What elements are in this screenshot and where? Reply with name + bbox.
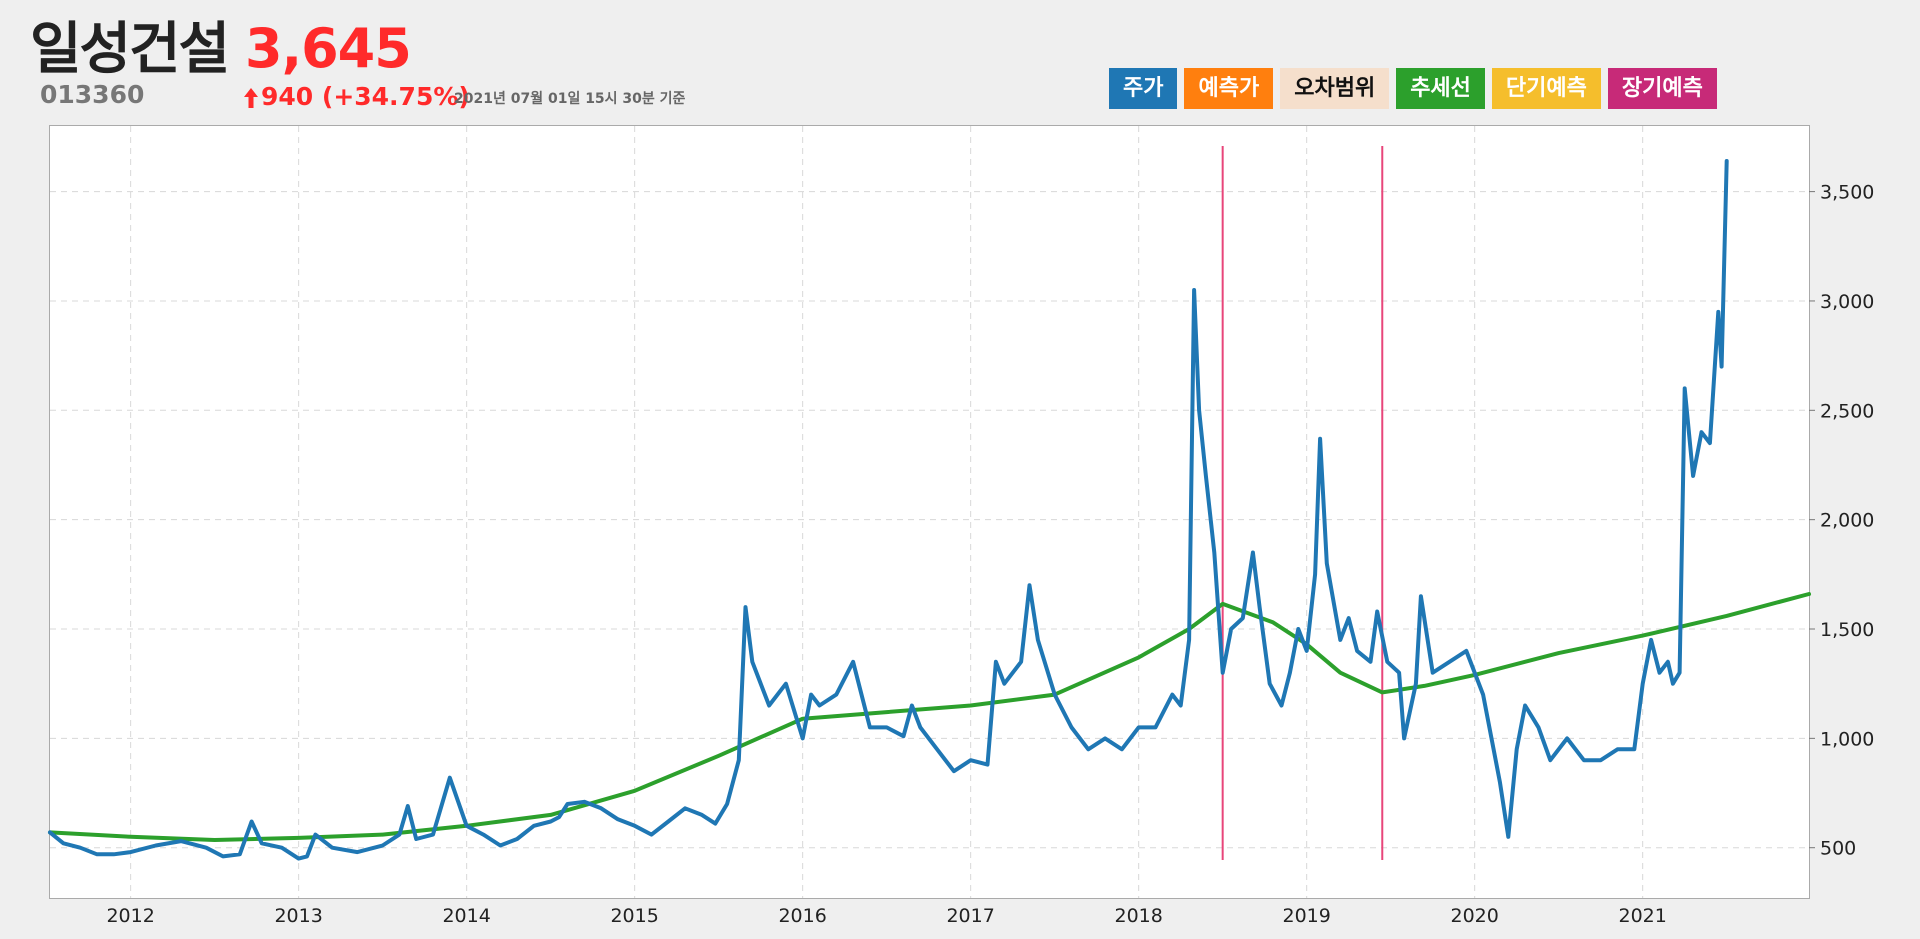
price-line	[48, 159, 1729, 861]
legend-error-range[interactable]: 오차범위	[1280, 68, 1390, 109]
legend-price[interactable]: 주가	[1109, 68, 1178, 109]
legend: 주가 예측가 오차범위 추세선 단기예측 장기예측	[1109, 68, 1717, 109]
stock-name: 일성건설	[30, 17, 230, 82]
timestamp: 2021년 07월 01일 15시 30분 기준	[454, 91, 686, 107]
x-tick-label: 2016	[778, 905, 826, 927]
x-tick-label: 2019	[1282, 905, 1330, 927]
y-tick-label: 3,000	[1820, 291, 1874, 313]
y-tick-label: 2,000	[1820, 510, 1874, 532]
current-price: 3,645	[245, 17, 412, 80]
x-tick-label: 2014	[442, 905, 490, 927]
x-tick-label: 2021	[1618, 905, 1666, 927]
price-change: 940 (+34.75%)	[244, 84, 470, 109]
x-tick-label: 2017	[946, 905, 994, 927]
y-tick-label: 1,500	[1820, 619, 1874, 641]
legend-long-term[interactable]: 장기예측	[1607, 68, 1717, 109]
x-tick-label: 2018	[1114, 905, 1162, 927]
x-tick-label: 2020	[1450, 905, 1498, 927]
y-tick-label: 1,000	[1820, 728, 1874, 750]
x-tick-label: 2013	[274, 905, 322, 927]
x-tick-label: 2015	[610, 905, 658, 927]
price-change-value: 940 (+34.75%)	[261, 82, 470, 111]
y-tick-label: 500	[1820, 838, 1856, 860]
y-tick-label: 3,500	[1820, 182, 1874, 204]
stock-code: 013360	[40, 80, 145, 109]
trend-line	[48, 592, 1811, 842]
legend-short-term[interactable]: 단기예측	[1491, 68, 1601, 109]
x-tick-label: 2012	[106, 905, 154, 927]
legend-forecast[interactable]: 예측가	[1184, 68, 1274, 109]
y-tick-label: 2,500	[1820, 400, 1874, 422]
arrow-up-icon	[244, 87, 258, 108]
legend-trend[interactable]: 추세선	[1396, 68, 1485, 109]
